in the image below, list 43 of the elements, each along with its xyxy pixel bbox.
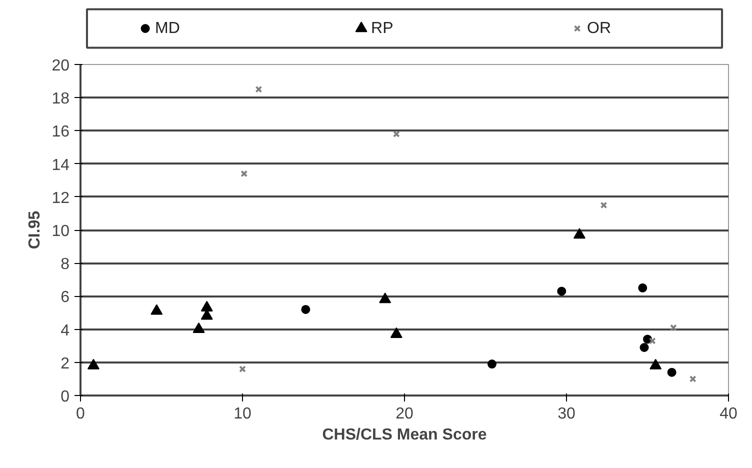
x-tick-label: 20 (396, 406, 414, 422)
point (87, 358, 100, 370)
point (150, 304, 163, 315)
point (640, 343, 649, 352)
y-tick-label: 0 (60, 388, 70, 406)
legend-label: RP (371, 20, 394, 37)
point (557, 286, 566, 296)
point (255, 86, 262, 93)
point (648, 337, 656, 344)
legend-label: MD (155, 20, 180, 37)
y-tick-label: 6 (60, 289, 70, 306)
x-tick-label: 10 (234, 406, 252, 422)
point (638, 283, 648, 292)
point (240, 170, 248, 178)
y-tick-label: 18 (52, 90, 70, 108)
y-tick-label: 20 (52, 58, 70, 74)
point (600, 202, 608, 209)
x-tick-label: 0 (76, 406, 86, 422)
x-tick-label: 40 (720, 406, 738, 422)
point (192, 322, 205, 333)
y-axis-title: CI.95 (26, 210, 44, 250)
x-tick-label: 30 (558, 406, 576, 422)
point (573, 228, 586, 239)
y-tick-label: 14 (52, 156, 70, 174)
legend-label: OR (587, 20, 612, 37)
point (392, 130, 400, 138)
y-tick-label: 16 (52, 124, 70, 141)
y-tick-label: 8 (60, 256, 70, 274)
x-axis-title: CHS/CLS Mean Score (322, 426, 487, 444)
y-tick-label: 2 (60, 355, 70, 372)
point (670, 324, 677, 332)
point (667, 368, 676, 377)
y-tick-label: 4 (60, 322, 70, 340)
y-tick-label: 10 (52, 223, 70, 240)
y-tick-label: 12 (52, 190, 70, 207)
point (487, 360, 496, 369)
point (301, 304, 310, 314)
point (239, 366, 246, 372)
point (689, 375, 696, 382)
point (379, 292, 392, 304)
point (390, 327, 402, 338)
point (200, 300, 213, 312)
point (650, 358, 662, 370)
